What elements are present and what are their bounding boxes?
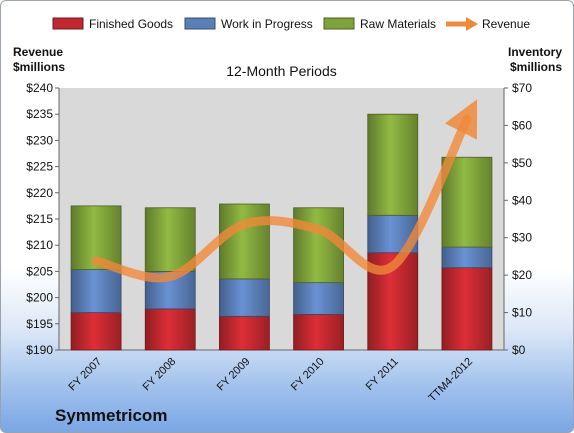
y-right-axis-title: Inventory: [508, 45, 562, 59]
bar-finished-goods: [70, 312, 122, 351]
bar-raw-materials: [441, 156, 493, 248]
legend-label: Finished Goods: [89, 17, 173, 31]
bar-work-in-progress: [441, 246, 493, 269]
y-left-tick-label: $210: [26, 238, 53, 252]
bar-finished-goods: [219, 315, 270, 351]
legend-swatch-work-in-progress: [184, 17, 216, 30]
y-right-tick-label: $50: [512, 156, 532, 170]
bar-work-in-progress: [219, 278, 270, 317]
bar-finished-goods: [144, 308, 196, 351]
x-tick-label: FY 2010: [289, 356, 327, 394]
x-tick-label: FY 2008: [141, 356, 179, 394]
legend-label: Revenue: [482, 17, 530, 31]
bar-raw-materials: [293, 207, 344, 284]
bar-finished-goods: [441, 267, 493, 351]
y-left-tick-label: $190: [26, 343, 53, 357]
bar-raw-materials: [219, 203, 270, 280]
chart-title: 12-Month Periods: [226, 63, 337, 79]
y-left-tick-label: $220: [26, 186, 53, 200]
legend-swatch-raw-materials: [323, 17, 355, 30]
y-left-tick-label: $205: [26, 264, 53, 278]
bar-raw-materials: [367, 113, 419, 216]
y-right-axis-title: $millions: [510, 60, 562, 74]
y-left-tick-label: $200: [26, 291, 53, 305]
y-left-tick-label: $225: [26, 160, 53, 174]
x-tick-label: TTM4-2012: [426, 356, 475, 405]
company-name: Symmetricom: [55, 406, 168, 425]
x-tick-label: FY 2007: [66, 356, 104, 394]
bar-work-in-progress: [293, 282, 344, 315]
y-left-tick-label: $215: [26, 212, 53, 226]
bar-finished-goods: [293, 314, 344, 351]
y-left-tick-label: $230: [26, 133, 53, 147]
legend-arrow-icon: [466, 17, 478, 31]
x-tick-label: FY 2009: [215, 356, 253, 394]
legend-swatch-finished-goods: [52, 17, 84, 30]
y-right-tick-label: $0: [512, 343, 526, 357]
y-right-tick-label: $10: [512, 306, 532, 320]
y-right-tick-label: $60: [512, 118, 532, 132]
bar-work-in-progress: [70, 269, 122, 313]
y-left-tick-label: $195: [26, 317, 53, 331]
y-left-axis-title: Revenue: [13, 45, 63, 59]
bar-raw-materials: [144, 207, 196, 272]
y-left-tick-label: $240: [26, 81, 53, 95]
y-right-tick-label: $30: [512, 231, 532, 245]
y-right-tick-label: $70: [512, 81, 532, 95]
y-right-tick-label: $40: [512, 193, 532, 207]
legend-label: Raw Materials: [360, 17, 436, 31]
y-left-tick-label: $235: [26, 107, 53, 121]
y-right-tick-label: $20: [512, 268, 532, 282]
x-tick-label: FY 2011: [364, 356, 401, 393]
y-left-axis-title: $millions: [13, 60, 65, 74]
revenue-line: [91, 99, 478, 283]
legend-label: Work in Progress: [221, 17, 313, 31]
